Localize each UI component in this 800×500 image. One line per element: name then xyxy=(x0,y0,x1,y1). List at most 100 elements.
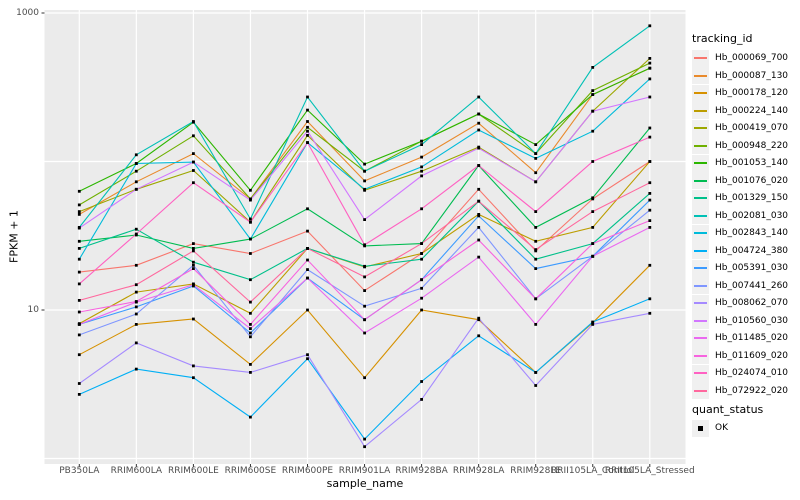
data-point xyxy=(534,267,538,270)
data-point xyxy=(363,289,366,292)
data-point xyxy=(648,181,652,185)
legend-line-swatch xyxy=(694,354,707,357)
data-point xyxy=(477,318,481,322)
legend-key-box xyxy=(692,154,709,172)
data-point xyxy=(77,257,81,261)
data-point xyxy=(363,169,366,173)
data-point xyxy=(306,141,309,144)
data-point xyxy=(77,239,81,243)
data-point xyxy=(363,243,366,247)
data-point xyxy=(134,341,138,345)
legend-key-box xyxy=(692,137,709,154)
legend-entry-label: Hb_011609_020 xyxy=(715,350,789,361)
legend-entry-quant-ok: OK xyxy=(692,419,728,437)
legend-entry-label: Hb_008062_070 xyxy=(715,298,789,308)
x-tick-label: RRII105LA_Control xyxy=(551,466,635,476)
data-point xyxy=(534,210,538,213)
data-point xyxy=(306,353,309,357)
data-point xyxy=(477,121,481,125)
data-point xyxy=(306,95,309,99)
data-point xyxy=(249,323,252,326)
legend-line-swatch xyxy=(694,389,707,392)
data-point xyxy=(534,143,538,146)
data-point xyxy=(249,188,252,192)
data-point xyxy=(420,308,423,312)
data-point xyxy=(591,242,595,245)
data-point xyxy=(306,134,309,137)
data-point xyxy=(134,232,138,236)
data-point xyxy=(249,300,252,304)
data-point xyxy=(192,317,195,321)
legend-entry-label: Hb_001053_140 xyxy=(715,158,789,168)
x-tick-label: RRIM928BA xyxy=(395,466,448,476)
data-point xyxy=(192,169,195,172)
data-point xyxy=(648,57,652,60)
data-point xyxy=(249,415,252,419)
legend-entry-label: Hb_001329_150 xyxy=(715,193,789,203)
data-point xyxy=(648,297,652,301)
legend-key-box xyxy=(692,329,709,347)
data-point xyxy=(306,357,309,361)
data-point xyxy=(648,219,652,222)
data-point xyxy=(249,311,252,315)
legend-key-box xyxy=(692,119,709,137)
data-point xyxy=(77,203,81,207)
data-point xyxy=(420,257,423,261)
legend-entry-Hb_000948_220: Hb_000948_220 xyxy=(692,137,788,155)
legend-entry-Hb_001329_150: Hb_001329_150 xyxy=(692,189,788,207)
legend-title-quant-status: quant_status xyxy=(692,403,764,416)
data-point xyxy=(534,371,538,374)
legend-key-box xyxy=(692,294,709,312)
data-point xyxy=(249,220,252,224)
data-point xyxy=(363,304,366,308)
data-point xyxy=(591,129,595,133)
legend-key-box xyxy=(692,207,709,224)
legend-entry-Hb_072922_020: Hb_072922_020 xyxy=(692,382,788,400)
data-point xyxy=(192,376,195,380)
legend-key-box xyxy=(692,242,709,259)
legend-key-box xyxy=(692,347,709,364)
data-point xyxy=(363,376,366,380)
data-point xyxy=(591,323,595,326)
data-point xyxy=(591,109,595,113)
data-point xyxy=(249,335,252,339)
y-tick-label: 10 xyxy=(27,304,39,315)
x-tick-label: RRIM600LE xyxy=(167,466,219,476)
data-point xyxy=(477,112,481,116)
data-point xyxy=(534,152,538,155)
legend-entry-label: Hb_010560_030 xyxy=(715,315,789,326)
data-point xyxy=(249,363,252,366)
data-point xyxy=(134,263,138,267)
legend-entry-Hb_011485_020: Hb_011485_020 xyxy=(692,329,788,347)
legend-line-swatch xyxy=(694,162,707,164)
data-point xyxy=(648,208,652,212)
data-point xyxy=(192,283,195,287)
legend-line-swatch xyxy=(694,92,707,94)
data-point xyxy=(249,252,252,255)
data-point xyxy=(477,316,481,320)
data-point xyxy=(363,179,366,183)
data-point xyxy=(134,367,138,371)
legend-line-swatch xyxy=(694,57,707,59)
legend-entry-Hb_002843_140: Hb_002843_140 xyxy=(692,224,788,242)
legend-key-box xyxy=(692,172,709,189)
data-point xyxy=(192,267,195,270)
legend-key-box xyxy=(692,224,709,242)
data-point xyxy=(591,226,595,229)
legend-key-box xyxy=(692,102,709,119)
data-point xyxy=(363,275,366,279)
data-point xyxy=(192,181,195,185)
data-point xyxy=(420,296,423,300)
data-point xyxy=(648,66,652,70)
legend-entry-Hb_000224_140: Hb_000224_140 xyxy=(692,102,788,120)
legend-entry-label: Hb_002843_140 xyxy=(715,228,789,238)
data-point xyxy=(591,160,595,163)
x-tick-label: RRIM600LA xyxy=(110,466,163,476)
data-point xyxy=(363,437,366,441)
data-point xyxy=(77,282,81,286)
legend-entry-label: OK xyxy=(715,423,728,433)
legend-entry-label: Hb_005391_030 xyxy=(715,263,789,273)
legend-key-box xyxy=(692,277,709,294)
data-point xyxy=(77,270,81,274)
